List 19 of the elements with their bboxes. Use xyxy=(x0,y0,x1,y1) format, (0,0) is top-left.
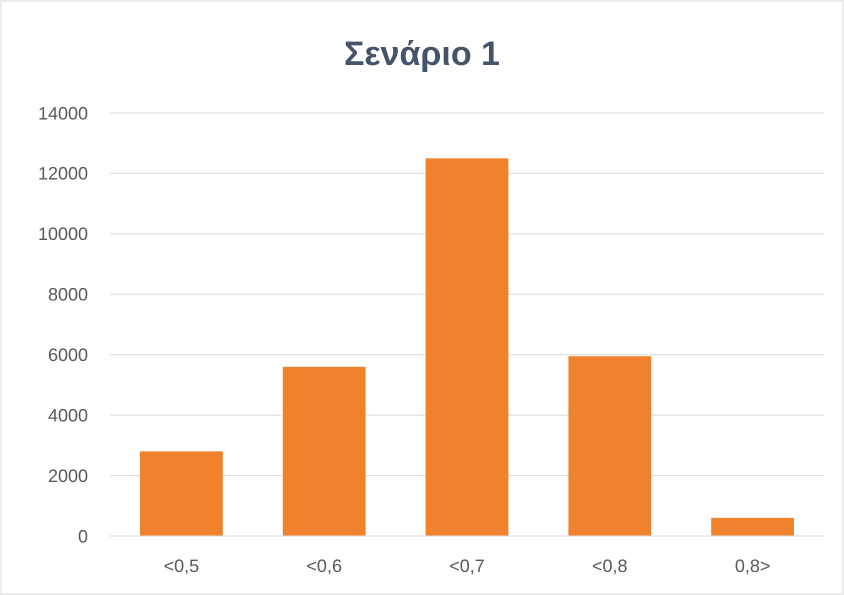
y-tick-label: 6000 xyxy=(48,345,88,366)
y-tick-label: 10000 xyxy=(38,224,88,244)
y-tick-label: 14000 xyxy=(38,103,88,124)
y-tick-label: 0 xyxy=(78,526,88,546)
bar xyxy=(568,356,652,536)
x-tick-label: 0,8> xyxy=(734,556,770,576)
y-tick-label: 4000 xyxy=(48,405,88,426)
y-tick-label: 8000 xyxy=(48,284,88,305)
x-tick-label: <0,7 xyxy=(449,556,485,576)
y-tick-label: 12000 xyxy=(38,164,88,184)
chart-title: Σενάριο 1 xyxy=(344,35,500,73)
x-tick-label: <0,8 xyxy=(592,556,628,576)
x-tick-label: <0,5 xyxy=(164,556,200,576)
x-tick-label: <0,6 xyxy=(306,556,342,576)
bar xyxy=(140,451,223,536)
bar xyxy=(282,366,366,536)
bar xyxy=(426,158,508,536)
bar xyxy=(711,518,794,536)
y-tick-label: 2000 xyxy=(48,466,88,486)
